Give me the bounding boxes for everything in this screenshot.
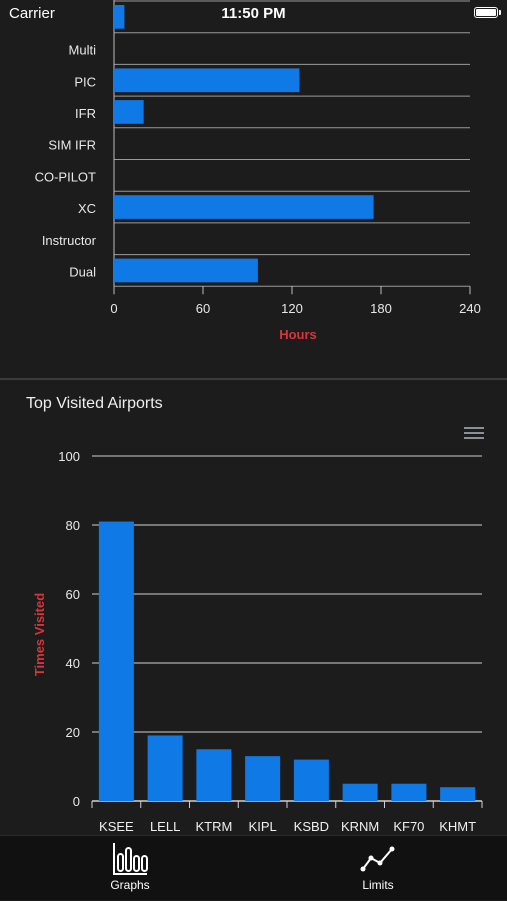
bar [114, 195, 374, 219]
category-label: KIPL [249, 819, 277, 834]
category-label: KTRM [195, 819, 232, 834]
x-tick-label: 240 [459, 301, 481, 316]
bar [342, 783, 378, 801]
bar-chart-icon [113, 843, 148, 875]
category-label: KHMT [439, 819, 476, 834]
category-label: IFR [75, 106, 96, 121]
bar [196, 749, 232, 801]
category-label: KSEE [99, 819, 134, 834]
category-label: CO-PILOT [35, 169, 96, 184]
status-bar: Carrier 11:50 PM [0, 0, 507, 28]
tab-bar: Graphs Limits [0, 835, 507, 900]
y-tick-label: 0 [73, 794, 80, 809]
tab-limits[interactable]: Limits [318, 836, 438, 901]
airports-chart: 0 20 40 60 80 100 KSEE LELL KTRM KIPL KSBD KRNM KF70… [32, 449, 483, 834]
line-chart-icon [360, 846, 395, 872]
bar [391, 783, 427, 801]
status-time: 11:50 PM [221, 5, 286, 22]
y-tick-label: 60 [66, 587, 80, 602]
y-tick-label: 80 [66, 518, 80, 533]
bar [114, 258, 258, 283]
category-label: Multi [69, 43, 97, 58]
battery-icon [474, 7, 498, 18]
x-tick-label: 120 [281, 301, 303, 316]
category-label: Dual [69, 264, 96, 279]
bar [147, 735, 183, 801]
category-label: KRNM [341, 819, 379, 834]
category-label: PIC [74, 74, 96, 89]
category-label: SIM IFR [48, 138, 96, 153]
category-label: KF70 [393, 819, 424, 834]
hours-chart: Multi PIC IFR SIM IFR CO-PILOT XC Instructor Du… [35, 0, 481, 342]
chart-title: Top Visited Airports [26, 395, 163, 412]
airports-chart-panel: 0 20 40 60 80 100 KSEE LELL KTRM KIPL KSBD KRNM KF70… [0, 380, 507, 835]
y-axis-title: Times Visited [32, 593, 47, 676]
x-tick-label: 180 [370, 301, 392, 316]
panel-divider [0, 378, 507, 380]
bar [114, 68, 300, 93]
bar [440, 787, 476, 801]
tab-graphs[interactable]: Graphs [70, 836, 190, 901]
hours-chart-panel: Multi PIC IFR SIM IFR CO-PILOT XC Instructor Du… [0, 0, 507, 378]
y-tick-label: 20 [66, 725, 80, 740]
x-tick-label: 0 [110, 301, 117, 316]
tab-limits-label: Limits [362, 878, 394, 892]
bar [114, 100, 144, 124]
carrier-label: Carrier [9, 5, 55, 22]
battery-tip-icon [499, 10, 501, 15]
x-axis-title: Hours [279, 327, 317, 342]
bar [98, 521, 134, 801]
tab-graphs-label: Graphs [110, 878, 150, 892]
category-label: Instructor [42, 233, 97, 248]
chart-menu-icon[interactable] [464, 427, 484, 443]
category-label: KSBD [294, 819, 329, 834]
bar [245, 756, 281, 801]
y-tick-label: 40 [66, 656, 80, 671]
bar [114, 5, 125, 29]
bar [293, 759, 329, 801]
category-label: XC [78, 201, 96, 216]
y-tick-label: 100 [58, 449, 80, 464]
x-tick-label: 60 [196, 301, 210, 316]
category-label: LELL [150, 819, 180, 834]
